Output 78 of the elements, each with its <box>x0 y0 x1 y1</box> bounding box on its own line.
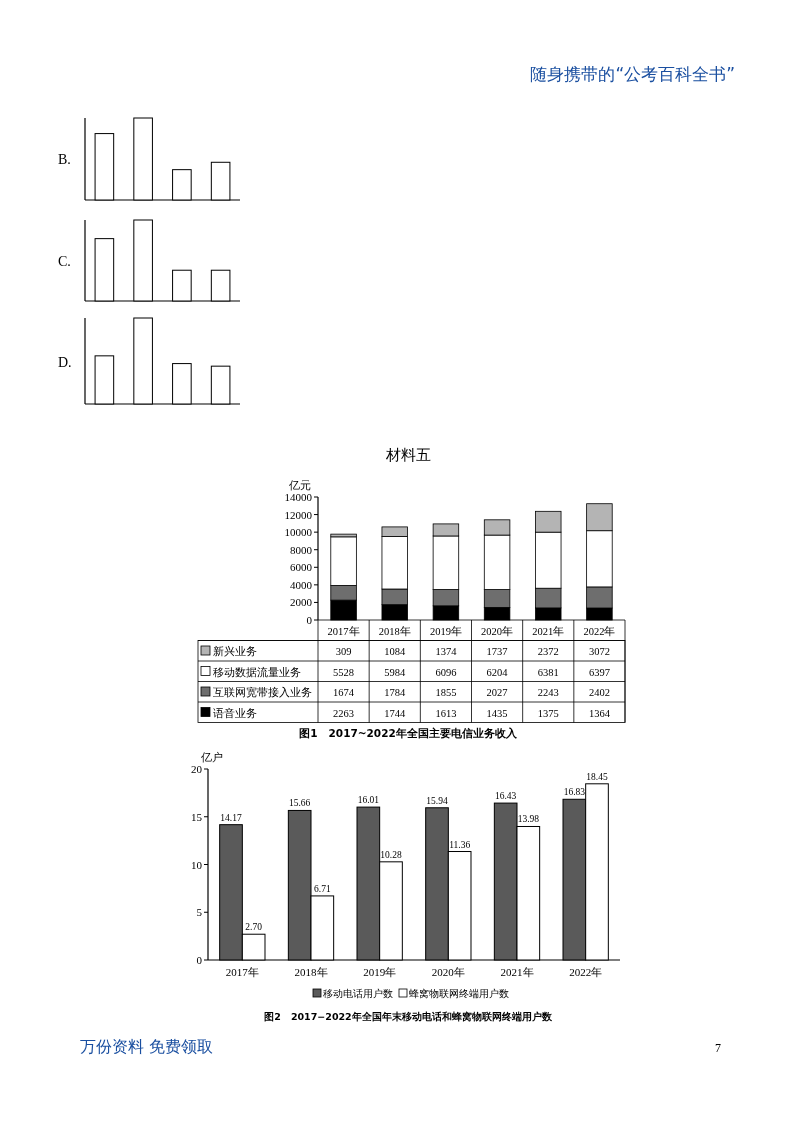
x-tick-label: 2021年 <box>500 966 534 978</box>
y-tick-label: 14000 <box>284 491 313 503</box>
data-label: 1375 <box>537 707 559 719</box>
data-label: 2263 <box>333 707 355 719</box>
data-label: 1737 <box>486 646 508 657</box>
x-tick-label: 2018年 <box>294 966 328 978</box>
data-label: 1744 <box>384 707 406 719</box>
data-label: 2027 <box>486 687 508 698</box>
data-label: 2243 <box>537 687 559 698</box>
x-tick-label: 2018年 <box>378 625 411 637</box>
data-label: 2402 <box>588 687 610 698</box>
data-label: 5984 <box>384 666 406 678</box>
data-label: 5528 <box>333 666 355 678</box>
text: C. <box>58 254 71 269</box>
y-tick-label: 2000 <box>290 596 313 609</box>
y-axis-title: 亿户 <box>200 751 223 764</box>
x-tick-label: 2021年 <box>532 625 565 637</box>
data-label: 18.45 <box>586 771 608 782</box>
x-tick-label: 2020年 <box>481 625 514 637</box>
y-tick-label: 20 <box>191 763 203 775</box>
data-label: 2372 <box>537 646 559 657</box>
y-tick-label: 12000 <box>284 508 313 521</box>
y-axis-title: 亿元 <box>288 479 311 492</box>
y-tick-label: 15 <box>191 810 203 823</box>
data-label: 1435 <box>486 707 508 719</box>
data-label: 1364 <box>588 707 611 719</box>
x-tick-label: 2019年 <box>363 966 397 978</box>
caption: 图2 2017−2022年全国年末移动电话和蜂窝物联网终端用户数 <box>264 1011 553 1022</box>
data-label: 2.70 <box>245 922 263 933</box>
data-label: 1855 <box>435 687 457 698</box>
data-label: 14.17 <box>220 812 242 823</box>
data-label: 16.83 <box>563 787 586 798</box>
y-tick-label: 10 <box>191 858 203 871</box>
data-label: 309 <box>335 646 352 657</box>
legend-label: 互联网宽带接入业务 <box>213 686 312 698</box>
x-tick-label: 2022年 <box>569 966 603 978</box>
data-label: 3072 <box>588 646 610 657</box>
data-label: 10.28 <box>380 849 402 860</box>
text: D. <box>58 355 72 370</box>
data-label: 1674 <box>333 687 355 698</box>
x-tick-label: 2017年 <box>327 625 360 637</box>
caption: 图1 2017~2022年全国主要电信业务收入 <box>299 727 518 740</box>
y-tick-label: 8000 <box>290 543 313 556</box>
x-tick-label: 2020年 <box>431 966 465 978</box>
y-tick-label: 0 <box>306 614 313 626</box>
x-tick-label: 2022年 <box>583 625 616 637</box>
x-tick-label: 2017年 <box>225 966 259 978</box>
data-label: 13.98 <box>517 814 540 825</box>
data-label: 15.66 <box>288 798 311 809</box>
data-label: 1784 <box>384 687 406 698</box>
y-tick-label: 10000 <box>284 526 313 539</box>
data-label: 6381 <box>537 666 559 678</box>
text: 随身携带的“公考百科全书” <box>530 64 735 84</box>
data-label: 6096 <box>435 666 457 678</box>
y-tick-label: 5 <box>196 906 203 919</box>
data-label: 1613 <box>435 707 457 719</box>
data-label: 6.71 <box>314 883 331 894</box>
data-label: 1374 <box>435 646 458 657</box>
legend-label: 移动数据流量业务 <box>213 665 301 678</box>
y-tick-label: 6000 <box>290 561 313 574</box>
text: 万份资料 免费领取 <box>80 1037 214 1056</box>
data-label: 6204 <box>486 666 509 678</box>
legend-label: 移动电话用户数 <box>323 988 393 999</box>
data-label: 1084 <box>384 646 406 657</box>
y-tick-label: 0 <box>196 954 203 966</box>
data-label: 15.94 <box>426 795 448 806</box>
legend-label: 蜂窝物联网终端用户数 <box>409 988 509 999</box>
text: 7 <box>715 1041 721 1055</box>
data-label: 16.43 <box>494 791 517 802</box>
chart-title: 材料五 <box>384 446 431 464</box>
data-label: 11.36 <box>449 839 471 850</box>
text: B. <box>58 152 71 167</box>
x-tick-label: 2019年 <box>429 625 462 637</box>
data-label: 6397 <box>588 666 610 678</box>
legend-label: 新兴业务 <box>213 645 257 657</box>
legend-label: 语音业务 <box>213 706 257 719</box>
y-tick-label: 4000 <box>290 578 313 591</box>
data-label: 16.01 <box>357 795 380 806</box>
